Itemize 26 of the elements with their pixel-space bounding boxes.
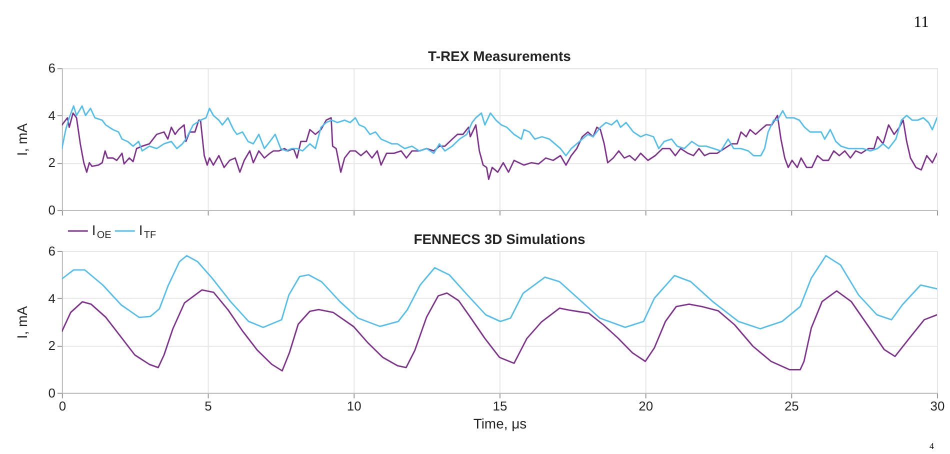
y-tick-label: 0 xyxy=(48,385,56,400)
chart-title: FENNECS 3D Simulations xyxy=(414,230,586,247)
y-tick-label: 6 xyxy=(48,60,56,76)
line-series xyxy=(62,105,938,156)
x-axis-title: Time, μs xyxy=(473,415,527,432)
line-series xyxy=(62,255,938,330)
x-tick-label: 0 xyxy=(58,398,66,414)
x-tick-label: 20 xyxy=(638,398,654,414)
y-tick-label: 4 xyxy=(48,108,56,123)
y-tick-label: 6 xyxy=(48,243,56,258)
x-tick-label: 10 xyxy=(346,398,362,414)
line-series xyxy=(62,112,938,180)
x-tick-label: 5 xyxy=(204,398,212,414)
y-tick-label: 2 xyxy=(48,155,56,170)
y-tick-label: 0 xyxy=(48,202,56,218)
text: 4 xyxy=(930,440,935,451)
y-tick-label: 4 xyxy=(48,290,56,306)
text: 11 xyxy=(914,14,930,32)
y-tick-label: 2 xyxy=(48,338,56,354)
x-tick-label: 30 xyxy=(930,398,945,414)
y-axis-title: I, mA xyxy=(14,122,30,156)
y-axis-title: I, mA xyxy=(14,305,30,339)
line-series xyxy=(62,289,938,372)
x-tick-label: 25 xyxy=(784,398,799,414)
x-tick-label: 15 xyxy=(492,398,508,414)
chart-title: T-REX Measurements xyxy=(428,48,572,64)
